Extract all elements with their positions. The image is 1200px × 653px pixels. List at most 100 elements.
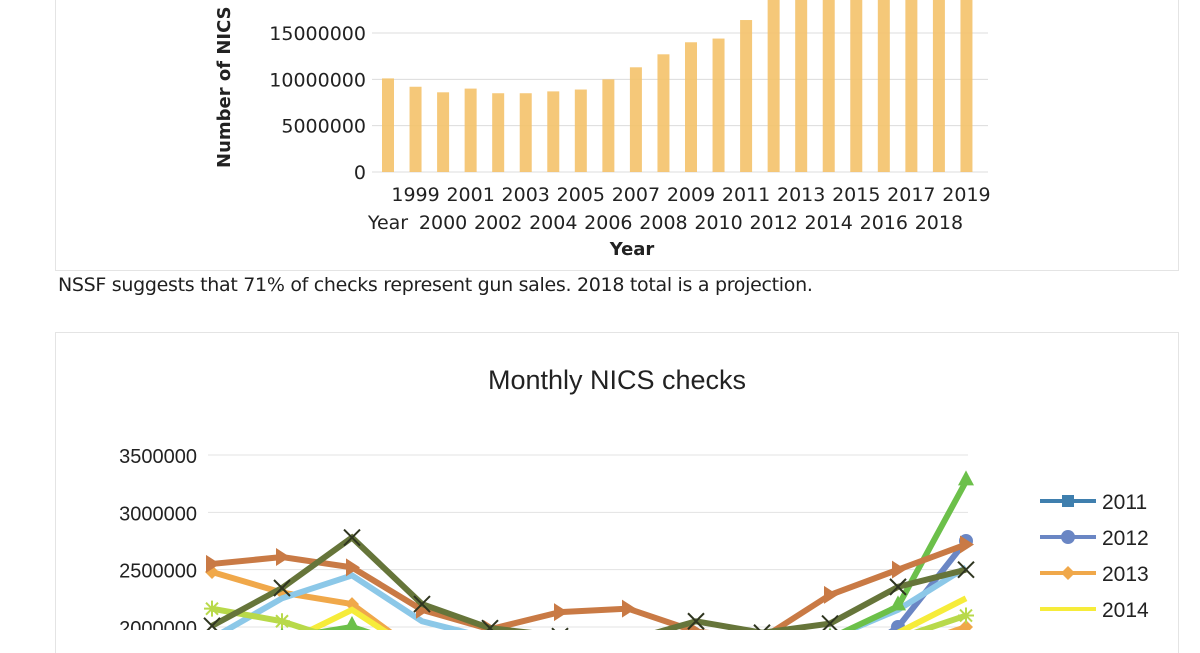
x-marker bbox=[273, 579, 291, 597]
triangle-marker bbox=[344, 616, 360, 630]
bar-2008 bbox=[657, 54, 670, 172]
x-tick-label: 2008 bbox=[639, 212, 687, 234]
legend-item-2013: 2013 bbox=[1040, 563, 1149, 586]
bar-2004 bbox=[547, 91, 560, 172]
bar-2006 bbox=[602, 79, 615, 172]
legend-label: 2014 bbox=[1102, 599, 1149, 622]
x-marker bbox=[413, 595, 431, 613]
y-tick-label: 0 bbox=[354, 162, 366, 184]
x-tick-label: 2007 bbox=[612, 184, 660, 206]
y-tick-label: 15000000 bbox=[269, 23, 366, 45]
bar-2012 bbox=[767, 0, 780, 172]
x-tick-label: 2002 bbox=[474, 212, 522, 234]
series-line bbox=[211, 541, 968, 630]
monthly-chart-frame bbox=[55, 332, 1179, 653]
bar-2011 bbox=[740, 20, 753, 172]
series-line bbox=[304, 595, 968, 630]
x-tick-label: 2019 bbox=[942, 184, 990, 206]
x-marker bbox=[343, 528, 361, 547]
x-tick-label: 2010 bbox=[694, 212, 742, 234]
arrow-marker bbox=[276, 548, 290, 567]
bar-2014 bbox=[822, 0, 835, 172]
triangle-marker bbox=[280, 627, 284, 630]
bar-2009 bbox=[685, 42, 697, 173]
triangle-marker bbox=[958, 470, 974, 486]
annual-chart-frame bbox=[55, 0, 1179, 271]
x-tick-label: 2006 bbox=[584, 212, 632, 234]
x-tick-label: 1999 bbox=[391, 184, 439, 206]
y-tick-label: 3000000 bbox=[119, 503, 197, 525]
x-marker bbox=[753, 624, 771, 630]
y-tick-label: 3500000 bbox=[119, 446, 197, 468]
bar-2003 bbox=[519, 93, 532, 172]
legend-label: 2013 bbox=[1102, 563, 1149, 586]
square-icon bbox=[1062, 495, 1074, 507]
triangle-marker bbox=[890, 595, 906, 611]
star-marker bbox=[274, 613, 290, 630]
x-marker bbox=[481, 619, 499, 630]
x-tick-label: 2014 bbox=[805, 212, 853, 234]
x-tick-label: 2009 bbox=[667, 184, 715, 206]
y-tick-label: 2000000 bbox=[119, 618, 197, 630]
series-2014 bbox=[304, 595, 968, 630]
x-axis-title: Year bbox=[609, 239, 655, 260]
x-marker bbox=[957, 560, 975, 579]
bar-2017 bbox=[905, 0, 918, 172]
series-2019 bbox=[203, 528, 975, 630]
x-marker bbox=[687, 612, 705, 630]
annual-nics-bar-chart: 0 5000000 10000000 15000000 Number of NICS c… bbox=[214, 0, 991, 260]
x-tick-label: 2011 bbox=[722, 184, 770, 206]
bar-2002 bbox=[492, 93, 505, 172]
bar-2019 bbox=[960, 0, 973, 172]
series-2017 bbox=[280, 470, 974, 630]
series-2016 bbox=[204, 600, 974, 630]
legend: 2011 2012 2013 2014 bbox=[1040, 491, 1149, 622]
diamond-icon bbox=[1061, 566, 1075, 580]
star-marker bbox=[958, 607, 974, 624]
legend-item-2011: 2011 bbox=[1040, 491, 1147, 514]
legend-item-2014: 2014 bbox=[1040, 599, 1149, 622]
plot-area bbox=[203, 470, 975, 630]
series-2015 bbox=[220, 564, 968, 630]
x-marker bbox=[821, 614, 839, 630]
legend-item-2012: 2012 bbox=[1040, 527, 1149, 550]
bar-2018 bbox=[932, 0, 945, 172]
x-marker bbox=[203, 617, 221, 630]
bar-2007 bbox=[629, 67, 642, 172]
chart-title: Monthly NICS checks bbox=[488, 365, 746, 395]
y-tick-label: 5000000 bbox=[281, 116, 366, 138]
series-line bbox=[220, 564, 968, 630]
series-line bbox=[211, 569, 967, 630]
bar-2001 bbox=[464, 88, 477, 172]
arrow-marker bbox=[824, 585, 838, 604]
circle-marker bbox=[891, 620, 905, 630]
circle-icon bbox=[1061, 530, 1075, 544]
bar-Year bbox=[382, 78, 394, 172]
x-tick-label: 2001 bbox=[446, 184, 494, 206]
chart-note: NSSF suggests that 71% of checks represe… bbox=[58, 274, 813, 296]
legend-label: 2012 bbox=[1102, 527, 1149, 550]
x-tick-label: 2005 bbox=[557, 184, 605, 206]
y-tick-label: 2500000 bbox=[119, 561, 197, 583]
bar-2005 bbox=[574, 89, 587, 172]
arrow-marker bbox=[206, 554, 220, 573]
arrow-marker bbox=[622, 599, 636, 618]
bar-2013 bbox=[795, 0, 808, 172]
bar-1999 bbox=[409, 86, 422, 172]
series-line bbox=[210, 533, 967, 630]
arrow-marker bbox=[960, 535, 974, 554]
star-marker bbox=[204, 600, 220, 617]
triangle-marker bbox=[828, 627, 832, 630]
bar-2016 bbox=[877, 0, 890, 172]
x-tick-label: Year bbox=[367, 212, 408, 234]
arrow-marker bbox=[892, 560, 906, 579]
x-tick-label: 2000 bbox=[419, 212, 467, 234]
arrow-marker bbox=[346, 558, 360, 577]
bar-2000 bbox=[437, 92, 450, 172]
x-tick-label: 2016 bbox=[860, 212, 908, 234]
bar-2010 bbox=[712, 38, 725, 173]
x-tick-label: 2003 bbox=[502, 184, 550, 206]
monthly-nics-line-chart: Monthly NICS checks 2000000 2500000 3000000… bbox=[119, 365, 1149, 630]
x-tick-label: 2004 bbox=[529, 212, 577, 234]
diamond-marker bbox=[959, 620, 973, 630]
